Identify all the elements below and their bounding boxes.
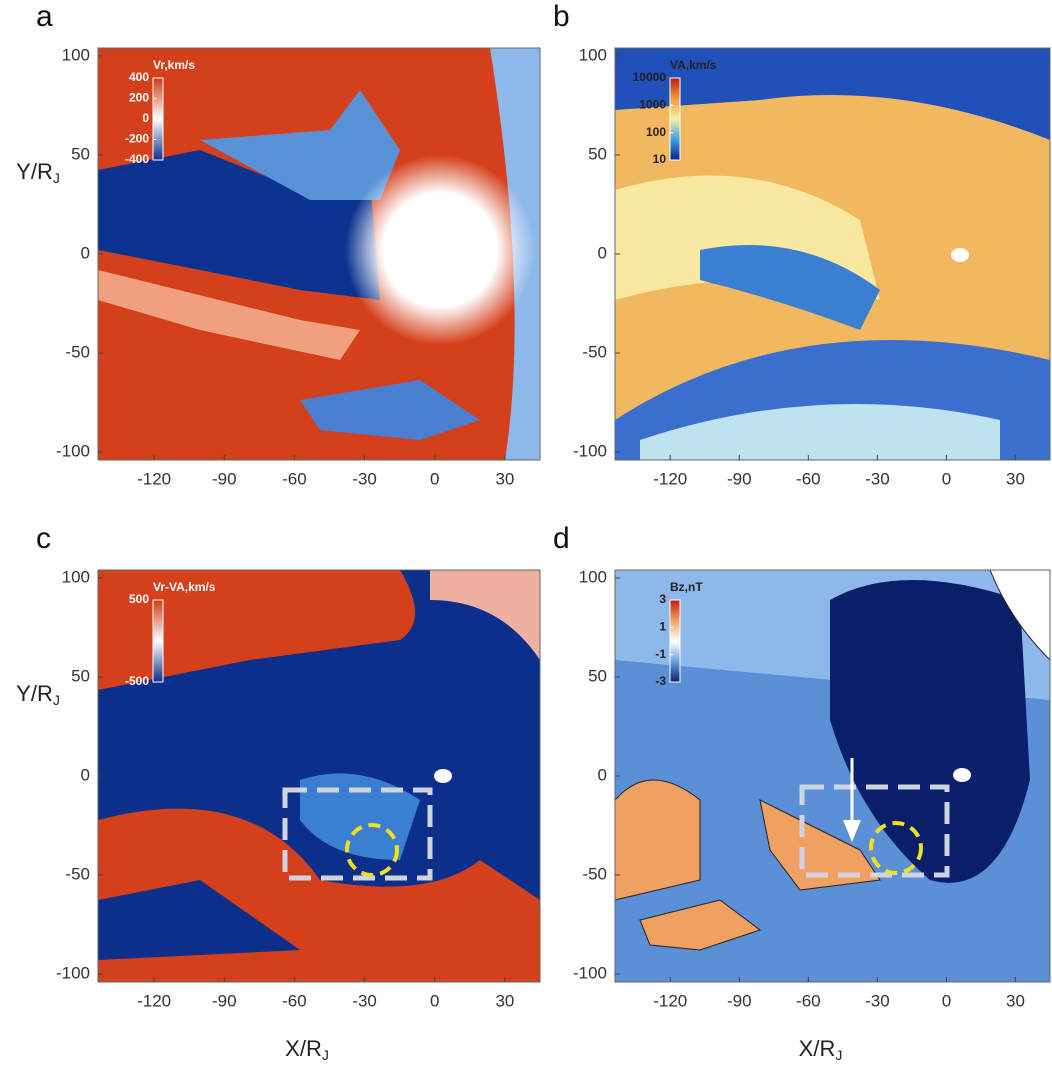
colorbar-tick-label: 1000	[639, 98, 666, 112]
label-text: X/R	[285, 1036, 322, 1061]
y-tick-label: -100	[56, 442, 90, 461]
x-tick-label: 30	[495, 991, 514, 1010]
x-tick-label: -120	[653, 469, 687, 488]
colorbar	[670, 78, 680, 160]
y-tick-label: -100	[573, 442, 607, 461]
x-tick-label: 30	[1006, 991, 1025, 1010]
colorbar-tick-label: 3	[659, 592, 666, 606]
y-tick-label: 0	[598, 765, 607, 784]
y-tick-label: 0	[81, 765, 90, 784]
y-tick-label: -100	[573, 964, 607, 983]
label-text: Y/R	[16, 681, 53, 706]
label-text: X/R	[799, 1036, 836, 1061]
x-tick-label: -120	[137, 991, 171, 1010]
x-tick-label: 0	[942, 991, 951, 1010]
x-tick-label: -90	[212, 469, 237, 488]
x-tick-label: -90	[727, 469, 752, 488]
y-tick-label: 50	[71, 144, 90, 163]
colorbar-title: Vr,km/s	[153, 58, 195, 72]
colorbar	[153, 600, 163, 682]
x-tick-label: -120	[137, 469, 171, 488]
colorbar-tick-label: 100	[646, 125, 666, 139]
colorbar-tick-label: 10	[653, 152, 667, 166]
y-tick-label: -50	[582, 865, 607, 884]
colorbar-title: Vr-VA,km/s	[153, 580, 216, 594]
x-tick-label: -60	[282, 469, 307, 488]
colorbar-title: VA,km/s	[670, 58, 717, 72]
y-tick-label: 0	[81, 243, 90, 262]
panel-letter: b	[553, 0, 570, 33]
colorbar-tick-label: 400	[129, 70, 149, 84]
label-sub: J	[835, 1047, 842, 1063]
x-axis-label: X/RJ	[285, 1036, 329, 1063]
y-axis-label: Y/RJ	[16, 681, 60, 708]
panel-letter: d	[553, 522, 570, 555]
y-tick-label: -50	[582, 343, 607, 362]
x-tick-label: 30	[495, 469, 514, 488]
y-tick-label: 0	[598, 243, 607, 262]
y-tick-label: 100	[579, 45, 607, 64]
y-tick-label: 50	[588, 666, 607, 685]
planet	[953, 768, 971, 782]
planet	[434, 769, 452, 783]
label-text: Y/R	[16, 159, 53, 184]
x-tick-label: -30	[352, 991, 377, 1010]
x-tick-label: -90	[727, 991, 752, 1010]
colorbar-title: Bz,nT	[670, 580, 703, 594]
y-tick-label: 100	[62, 45, 90, 64]
panel-letter: c	[36, 522, 51, 555]
y-tick-label: 100	[579, 567, 607, 586]
colorbar-tick-label: -3	[655, 674, 666, 688]
y-tick-label: 50	[588, 144, 607, 163]
label-sub: J	[53, 170, 60, 186]
x-tick-label: -30	[865, 469, 890, 488]
x-tick-label: 30	[1006, 469, 1025, 488]
y-tick-label: 100	[62, 567, 90, 586]
colorbar-tick-label: 10000	[633, 70, 667, 84]
colorbar-tick-label: 1	[659, 620, 666, 634]
field-patch	[615, 780, 700, 900]
y-tick-label: 50	[71, 666, 90, 685]
x-tick-label: -90	[212, 991, 237, 1010]
colorbar-tick-label: 200	[129, 91, 149, 105]
planet	[951, 248, 969, 262]
colorbar	[670, 600, 680, 682]
x-axis-label: X/RJ	[799, 1036, 843, 1063]
colorbar-tick-label: -200	[125, 132, 149, 146]
x-tick-label: 0	[430, 469, 439, 488]
y-tick-label: -50	[65, 865, 90, 884]
x-tick-label: -60	[796, 469, 821, 488]
panel-letter: a	[36, 0, 53, 33]
label-sub: J	[53, 692, 60, 708]
x-tick-label: -60	[282, 991, 307, 1010]
x-tick-label: 0	[430, 991, 439, 1010]
colorbar-tick-label: -400	[125, 152, 149, 166]
y-tick-label: -100	[56, 964, 90, 983]
figure: a-120-90-60-30030-100-50050100Y/RJVr,km/…	[0, 0, 1052, 1067]
label-sub: J	[322, 1047, 329, 1063]
x-tick-label: -30	[352, 469, 377, 488]
field-a	[98, 48, 540, 460]
x-tick-label: -120	[653, 991, 687, 1010]
colorbar-tick-label: -500	[125, 674, 149, 688]
field-c	[98, 570, 540, 982]
y-tick-label: -50	[65, 343, 90, 362]
colorbar-tick-label: 0	[142, 111, 149, 125]
colorbar-tick-label: -1	[655, 647, 666, 661]
colorbar-tick-label: 500	[129, 592, 149, 606]
x-tick-label: -30	[865, 991, 890, 1010]
field-patch	[345, 155, 535, 345]
y-axis-label: Y/RJ	[16, 159, 60, 186]
x-tick-label: 0	[942, 469, 951, 488]
x-tick-label: -60	[796, 991, 821, 1010]
